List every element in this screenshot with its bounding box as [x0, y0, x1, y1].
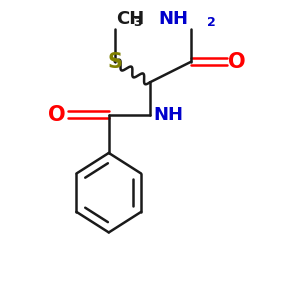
- Text: NH: NH: [153, 106, 183, 124]
- Text: 2: 2: [207, 16, 216, 29]
- Text: O: O: [49, 105, 66, 125]
- Text: S: S: [107, 52, 122, 72]
- Text: 3: 3: [133, 16, 142, 29]
- Text: CH: CH: [116, 10, 144, 28]
- Text: NH: NH: [158, 10, 188, 28]
- Text: O: O: [228, 52, 246, 72]
